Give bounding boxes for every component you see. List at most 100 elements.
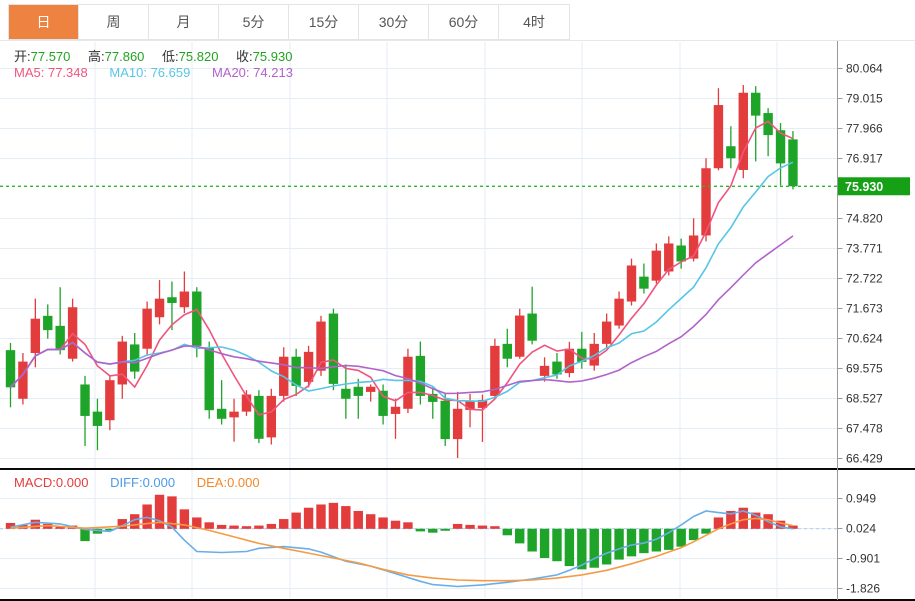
candle-body[interactable] <box>241 394 252 412</box>
macd-bar[interactable] <box>601 528 612 565</box>
candle-body[interactable] <box>763 113 773 136</box>
candle-body[interactable] <box>688 235 699 259</box>
candle-body[interactable] <box>216 408 227 419</box>
candle-body[interactable] <box>751 92 761 116</box>
tab-item-3[interactable]: 5分 <box>219 5 289 39</box>
candle-body[interactable] <box>80 384 90 416</box>
macd-bar[interactable] <box>788 525 798 529</box>
tab-item-0[interactable]: 日 <box>9 5 79 39</box>
macd-bar[interactable] <box>303 507 314 529</box>
candle-body[interactable] <box>341 388 351 399</box>
candle-body[interactable] <box>452 408 463 440</box>
candle-body[interactable] <box>117 341 127 385</box>
candle-body[interactable] <box>229 411 239 418</box>
macd-bar[interactable] <box>428 528 438 533</box>
macd-bar[interactable] <box>701 528 711 534</box>
macd-bar[interactable] <box>92 528 103 534</box>
macd-bar[interactable] <box>539 528 550 558</box>
macd-bar[interactable] <box>614 528 624 560</box>
macd-bar[interactable] <box>502 528 512 536</box>
macd-bar[interactable] <box>353 510 363 529</box>
candles[interactable] <box>5 85 798 458</box>
candle-body[interactable] <box>328 313 339 384</box>
candle-body[interactable] <box>403 356 413 409</box>
macd-bar[interactable] <box>465 524 475 529</box>
macd-bar[interactable] <box>167 496 177 529</box>
macd-bar[interactable] <box>279 519 289 529</box>
candle-body[interactable] <box>552 361 562 375</box>
candle-body[interactable] <box>490 345 500 396</box>
candle-body[interactable] <box>440 400 450 440</box>
macd-bar[interactable] <box>204 522 214 529</box>
macd-bar[interactable] <box>80 528 90 542</box>
candle-body[interactable] <box>664 243 674 272</box>
macd-bar[interactable] <box>527 528 537 552</box>
macd-bar[interactable] <box>490 526 500 529</box>
candle-body[interactable] <box>577 348 587 362</box>
macd-bar[interactable] <box>266 523 277 529</box>
macd-bar[interactable] <box>403 522 413 529</box>
macd-bar[interactable] <box>216 524 227 529</box>
candle-body[interactable] <box>179 291 190 308</box>
macd-bar[interactable] <box>117 519 127 529</box>
macd-bar[interactable] <box>639 528 649 554</box>
macd-bar[interactable] <box>589 528 599 568</box>
macd-bar[interactable] <box>676 528 686 547</box>
macd-bar[interactable] <box>30 519 41 529</box>
macd-bar[interactable] <box>688 528 699 541</box>
macd-bar[interactable] <box>738 507 748 529</box>
tab-item-4[interactable]: 15分 <box>289 5 359 39</box>
candle-body[interactable] <box>539 365 550 376</box>
tab-item-5[interactable]: 30分 <box>359 5 429 39</box>
macd-bar[interactable] <box>105 528 115 531</box>
candle-body[interactable] <box>43 315 53 331</box>
candle-body[interactable] <box>353 386 363 396</box>
candle-body[interactable] <box>18 361 28 399</box>
candle-body[interactable] <box>701 168 711 236</box>
candle-body[interactable] <box>738 92 748 170</box>
macd-bar[interactable] <box>328 502 339 529</box>
candle-body[interactable] <box>204 347 214 411</box>
macd-bar[interactable] <box>192 517 202 529</box>
candle-body[interactable] <box>676 245 686 262</box>
candle-body[interactable] <box>465 400 475 410</box>
macd-histogram[interactable] <box>5 494 798 570</box>
macd-bar[interactable] <box>552 528 562 562</box>
macd-bar[interactable] <box>440 528 450 531</box>
macd-bar[interactable] <box>5 522 16 529</box>
candle-body[interactable] <box>614 298 624 326</box>
macd-bar[interactable] <box>179 509 190 529</box>
macd-bar[interactable] <box>378 517 388 529</box>
candle-body[interactable] <box>415 355 426 396</box>
macd-bar[interactable] <box>726 510 736 529</box>
tab-item-6[interactable]: 60分 <box>429 5 499 39</box>
candle-body[interactable] <box>291 356 301 386</box>
macd-bar[interactable] <box>254 525 264 529</box>
candle-body[interactable] <box>154 298 165 318</box>
tab-item-1[interactable]: 周 <box>79 5 149 39</box>
candle-body[interactable] <box>30 318 41 354</box>
macd-bar[interactable] <box>713 517 724 529</box>
candle-body[interactable] <box>601 321 612 344</box>
macd-bar[interactable] <box>55 526 65 529</box>
candle-body[interactable] <box>92 411 103 426</box>
candle-body[interactable] <box>527 313 537 341</box>
candle-body[interactable] <box>775 130 786 164</box>
candle-body[interactable] <box>713 105 724 169</box>
macd-bar[interactable] <box>415 528 426 532</box>
candle-body[interactable] <box>477 399 488 408</box>
macd-bar[interactable] <box>229 525 239 529</box>
macd-bar[interactable] <box>390 520 401 529</box>
candle-body[interactable] <box>502 343 512 359</box>
candle-body[interactable] <box>515 315 525 357</box>
candle-body[interactable] <box>639 276 649 289</box>
candle-body[interactable] <box>303 351 314 382</box>
candle-body[interactable] <box>266 395 277 438</box>
macd-bar[interactable] <box>651 528 662 552</box>
macd-bar[interactable] <box>515 528 525 544</box>
macd-bar[interactable] <box>154 494 165 529</box>
candle-body[interactable] <box>254 395 264 439</box>
macd-bar[interactable] <box>316 504 326 529</box>
macd-bar[interactable] <box>241 526 252 529</box>
candle-body[interactable] <box>55 325 65 351</box>
